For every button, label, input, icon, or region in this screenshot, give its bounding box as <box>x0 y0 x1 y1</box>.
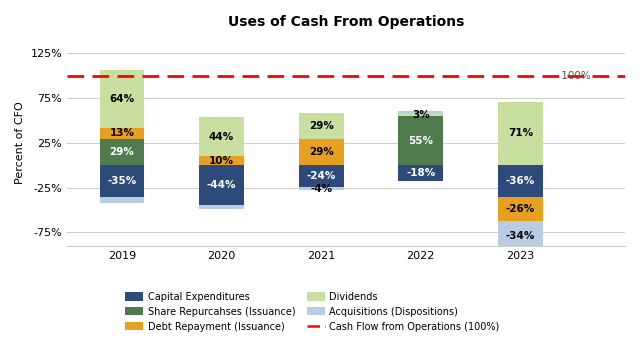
Bar <box>299 139 344 165</box>
Text: -34%: -34% <box>506 231 535 241</box>
Bar <box>100 139 145 165</box>
Bar <box>199 117 244 156</box>
Text: 44%: 44% <box>209 132 234 142</box>
Title: Uses of Cash From Operations: Uses of Cash From Operations <box>228 15 464 29</box>
Bar <box>398 113 444 116</box>
Y-axis label: Percent of CFO: Percent of CFO <box>15 101 25 184</box>
Bar <box>199 156 244 165</box>
Bar <box>498 165 543 197</box>
Bar <box>398 165 444 181</box>
Text: 13%: 13% <box>109 129 134 139</box>
Text: 64%: 64% <box>109 94 134 104</box>
Bar <box>100 165 145 197</box>
Text: 29%: 29% <box>308 147 333 157</box>
Bar <box>199 205 244 209</box>
Text: -18%: -18% <box>406 168 435 178</box>
Text: 29%: 29% <box>308 121 333 131</box>
Bar <box>299 113 344 139</box>
Bar <box>498 221 543 251</box>
Text: -26%: -26% <box>506 204 535 214</box>
Text: 10%: 10% <box>209 156 234 166</box>
Bar <box>100 70 145 128</box>
Text: 71%: 71% <box>508 129 533 139</box>
Bar <box>100 197 145 203</box>
Bar <box>398 110 444 113</box>
Bar <box>299 187 344 190</box>
Text: -35%: -35% <box>108 176 136 186</box>
Text: 29%: 29% <box>109 147 134 157</box>
Bar <box>199 165 244 205</box>
Bar <box>498 102 543 165</box>
Bar <box>299 165 344 187</box>
Bar <box>498 197 543 221</box>
Text: -24%: -24% <box>307 171 336 181</box>
Text: -36%: -36% <box>506 177 535 186</box>
Bar <box>398 116 444 165</box>
Text: 3%: 3% <box>412 110 429 119</box>
Bar <box>100 128 145 139</box>
Text: -4%: -4% <box>310 183 332 193</box>
Legend: Capital Expenditures, Share Repurcahses (Issuance), Debt Repayment (Issuance), D: Capital Expenditures, Share Repurcahses … <box>125 292 500 332</box>
Text: 100%: 100% <box>558 71 591 81</box>
Text: -44%: -44% <box>207 180 236 190</box>
Text: 55%: 55% <box>408 136 433 145</box>
